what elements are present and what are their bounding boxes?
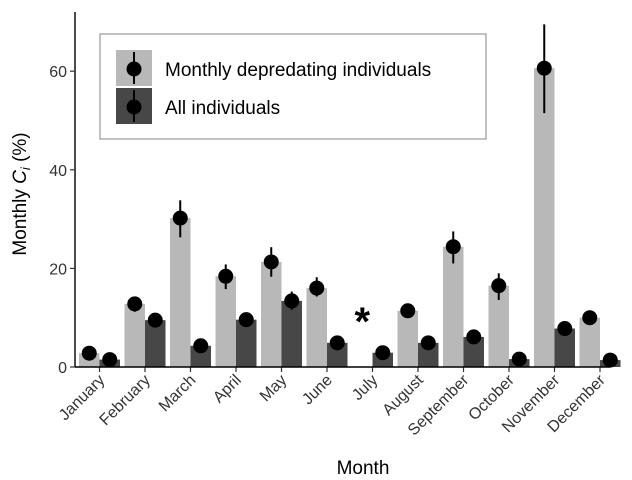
bar-december-depredating [579,317,600,367]
bar-february-all [145,320,166,367]
points-layer [81,60,618,368]
y-axis-title: Monthly Ci (%) [10,132,33,255]
x-tick-label-march: March [156,372,199,415]
point-november-depredating [536,60,552,76]
legend-point-monthly-depredating [126,61,142,77]
point-june-depredating [309,280,325,296]
point-march-depredating [172,210,188,226]
legend-label-all-individuals: All individuals [165,98,280,119]
point-december-all [602,352,618,368]
point-september-depredating [445,239,461,255]
bars-layer [79,68,621,367]
point-august-all [420,335,436,351]
bar-june-depredating [306,288,327,367]
x-tick-label-july: July [349,372,381,404]
legend: Monthly depredating individuals All indi… [99,33,487,140]
legend-point-all-individuals [126,99,142,115]
point-october-depredating [491,278,507,294]
bar-may-depredating [261,261,282,367]
bar-november-all [554,328,575,367]
y-tick-label-0: 0 [58,360,67,377]
legend-label-monthly-depredating: Monthly depredating individuals [165,60,431,81]
annotations-layer: * [354,300,370,344]
point-may-all [284,293,300,309]
bar-june-all [327,342,348,367]
point-november-all [557,321,573,337]
bar-april-all [236,319,257,367]
point-january-depredating [81,345,97,361]
bar-august-all [418,342,439,367]
bar-september-all [463,336,484,367]
x-tick-label-february: February [97,372,154,429]
bar-may-all [281,300,302,367]
bar-march-depredating [170,218,191,367]
y-tick-labels: 0 20 40 60 [49,64,67,377]
point-february-all [147,312,163,328]
point-august-depredating [400,303,416,319]
x-tick-label-may: May [257,372,290,405]
x-tick-label-april: April [210,372,245,407]
point-may-depredating [263,254,279,270]
axes [70,12,610,372]
point-april-depredating [218,268,234,284]
point-december-depredating [582,310,598,326]
point-february-depredating [127,296,143,312]
point-september-all [466,329,482,345]
point-july-all [375,345,391,361]
point-june-all [329,335,345,351]
point-april-all [238,312,254,328]
bar-february-depredating [124,303,145,367]
legend-entry-all-individuals: All individuals [116,88,280,124]
bar-april-depredating [215,276,236,367]
y-tick-label-60: 60 [49,64,67,81]
x-tick-label-june: June [299,372,336,409]
point-october-all [511,351,527,367]
point-march-all [193,338,209,354]
annotation-july: * [354,300,370,344]
bar-november-depredating [534,68,555,367]
x-axis-title: Month [337,458,390,479]
bar-august-depredating [397,310,418,367]
bar-september-depredating [443,246,464,367]
point-january-all [102,352,118,368]
y-tick-label-40: 40 [49,163,67,180]
bar-october-depredating [488,285,509,367]
legend-entry-monthly-depredating: Monthly depredating individuals [116,50,431,86]
y-tick-label-20: 20 [49,261,67,278]
legend-box [99,33,487,140]
